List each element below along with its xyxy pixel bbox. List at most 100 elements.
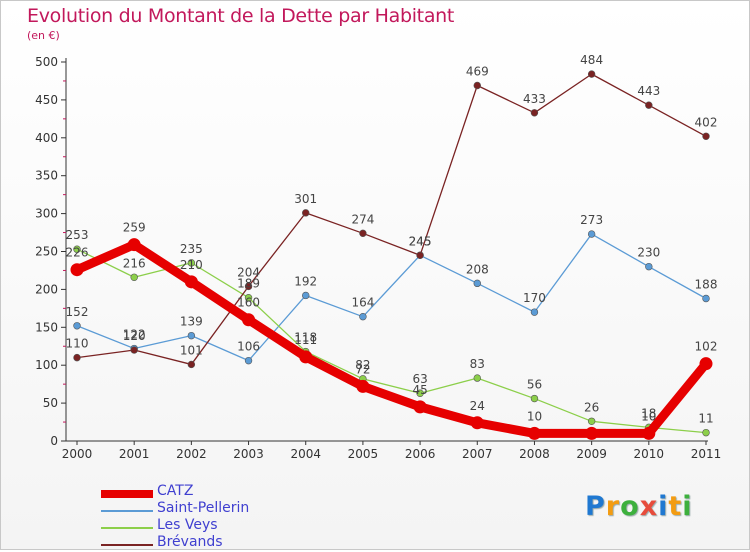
y-tick-label: 350 (35, 169, 58, 183)
y-tick-label: 500 (35, 55, 58, 69)
data-label-saint-pellerin: 192 (294, 274, 317, 288)
data-point-les-veys (530, 394, 539, 403)
data-label-les-veys: 235 (180, 242, 203, 256)
data-label-les-veys: 82 (355, 358, 370, 372)
x-tick-label: 2002 (176, 447, 207, 461)
data-label-saint-pellerin: 188 (695, 277, 718, 291)
data-label-les-veys: 56 (527, 378, 542, 392)
data-point-catz (642, 426, 656, 440)
x-tick-label: 2009 (576, 447, 607, 461)
x-tick-label: 2008 (519, 447, 550, 461)
legend-swatch-catz (101, 490, 153, 498)
y-tick-label: 0 (50, 434, 58, 448)
legend-swatch-saint-pellerin (101, 510, 153, 512)
data-label-les-veys: 118 (294, 331, 317, 345)
data-point-catz (356, 379, 370, 393)
data-label-saint-pellerin: 164 (351, 296, 374, 310)
y-tick-label: 100 (35, 358, 58, 372)
y-tick-label: 200 (35, 282, 58, 296)
y-tick-label: 400 (35, 131, 58, 145)
data-label-les-veys: 11 (698, 412, 713, 426)
series-line-brevands (76, 73, 707, 366)
data-label-catz: 102 (695, 340, 718, 354)
brand-letter: x (639, 491, 659, 522)
data-point-saint-pellerin (302, 291, 310, 300)
data-point-catz (585, 426, 599, 440)
data-label-brevands: 120 (123, 329, 146, 343)
legend-swatch-les-veys (101, 527, 153, 529)
data-point-brevands (473, 81, 481, 90)
data-label-les-veys: 189 (237, 277, 260, 291)
series-line-saint-pellerin (76, 233, 707, 362)
data-label-brevands: 433 (523, 92, 546, 106)
y-tick-label: 300 (35, 207, 58, 221)
chart-unit-label: (en €) (27, 29, 60, 42)
data-label-catz: 72 (355, 362, 370, 376)
data-point-catz (70, 263, 84, 277)
data-label-saint-pellerin: 245 (409, 234, 432, 248)
data-point-brevands (244, 282, 253, 291)
y-tick-label: 150 (35, 320, 58, 334)
data-point-les-veys (587, 417, 596, 425)
data-point-brevands (187, 360, 196, 369)
data-label-les-veys: 216 (123, 256, 146, 270)
data-point-catz (413, 400, 427, 414)
x-tick-label: 2004 (290, 447, 321, 461)
data-point-catz (184, 275, 198, 289)
data-point-brevands (702, 132, 710, 140)
data-label-catz: 10 (641, 409, 656, 423)
data-point-brevands (587, 70, 596, 78)
data-point-brevands (302, 209, 310, 217)
series-line-catz (72, 240, 711, 438)
data-label-saint-pellerin: 139 (180, 315, 203, 329)
data-label-catz: 226 (66, 246, 89, 260)
x-tick-label: 2003 (233, 447, 264, 461)
brand-letter: t (668, 491, 683, 522)
data-point-catz (470, 416, 484, 430)
chart-title: Evolution du Montant de la Dette par Hab… (27, 5, 455, 27)
legend-swatch-brevands (101, 544, 153, 546)
data-point-catz (242, 313, 256, 327)
data-point-les-veys (187, 259, 196, 267)
x-tick-label: 2010 (634, 447, 665, 461)
data-label-les-veys: 253 (66, 228, 89, 242)
data-label-saint-pellerin: 170 (523, 291, 546, 305)
data-label-brevands: 101 (180, 343, 203, 357)
data-label-catz: 259 (123, 221, 146, 235)
x-tick-label: 2007 (462, 447, 493, 461)
data-label-catz: 160 (237, 296, 260, 310)
data-point-saint-pellerin (702, 294, 710, 303)
legend-label-brevands: Brévands (157, 534, 223, 550)
data-label-catz: 210 (180, 258, 203, 272)
data-label-saint-pellerin: 106 (237, 340, 260, 354)
brand-letter: i (658, 491, 669, 522)
data-point-les-veys (73, 245, 81, 253)
data-label-brevands: 402 (695, 115, 718, 129)
data-point-catz (127, 238, 141, 252)
data-label-brevands: 301 (294, 192, 317, 206)
data-point-les-veys (244, 294, 253, 302)
data-label-saint-pellerin: 208 (466, 262, 489, 276)
y-tick-label: 250 (35, 245, 58, 259)
data-label-saint-pellerin: 273 (580, 213, 603, 227)
data-point-saint-pellerin (244, 356, 253, 365)
data-label-brevands: 484 (580, 53, 603, 67)
series-line-les-veys (76, 248, 707, 434)
data-label-saint-pellerin: 152 (66, 305, 89, 319)
data-label-catz: 111 (294, 333, 317, 347)
brand-letter: r (605, 491, 621, 522)
data-point-les-veys (702, 428, 710, 437)
data-point-les-veys (416, 389, 424, 397)
y-tick-label: 450 (35, 93, 58, 107)
legend-label-saint-pellerin: Saint-Pellerin (157, 500, 250, 516)
data-label-les-veys: 26 (584, 400, 599, 414)
brand-letter: i (682, 491, 693, 522)
data-point-les-veys (473, 374, 481, 382)
x-tick-label: 2000 (62, 447, 93, 461)
data-label-brevands: 274 (351, 212, 374, 226)
brand-letter: P (585, 491, 606, 522)
x-tick-label: 2006 (405, 447, 436, 461)
data-label-les-veys: 63 (412, 372, 427, 386)
data-label-brevands: 245 (409, 234, 432, 248)
